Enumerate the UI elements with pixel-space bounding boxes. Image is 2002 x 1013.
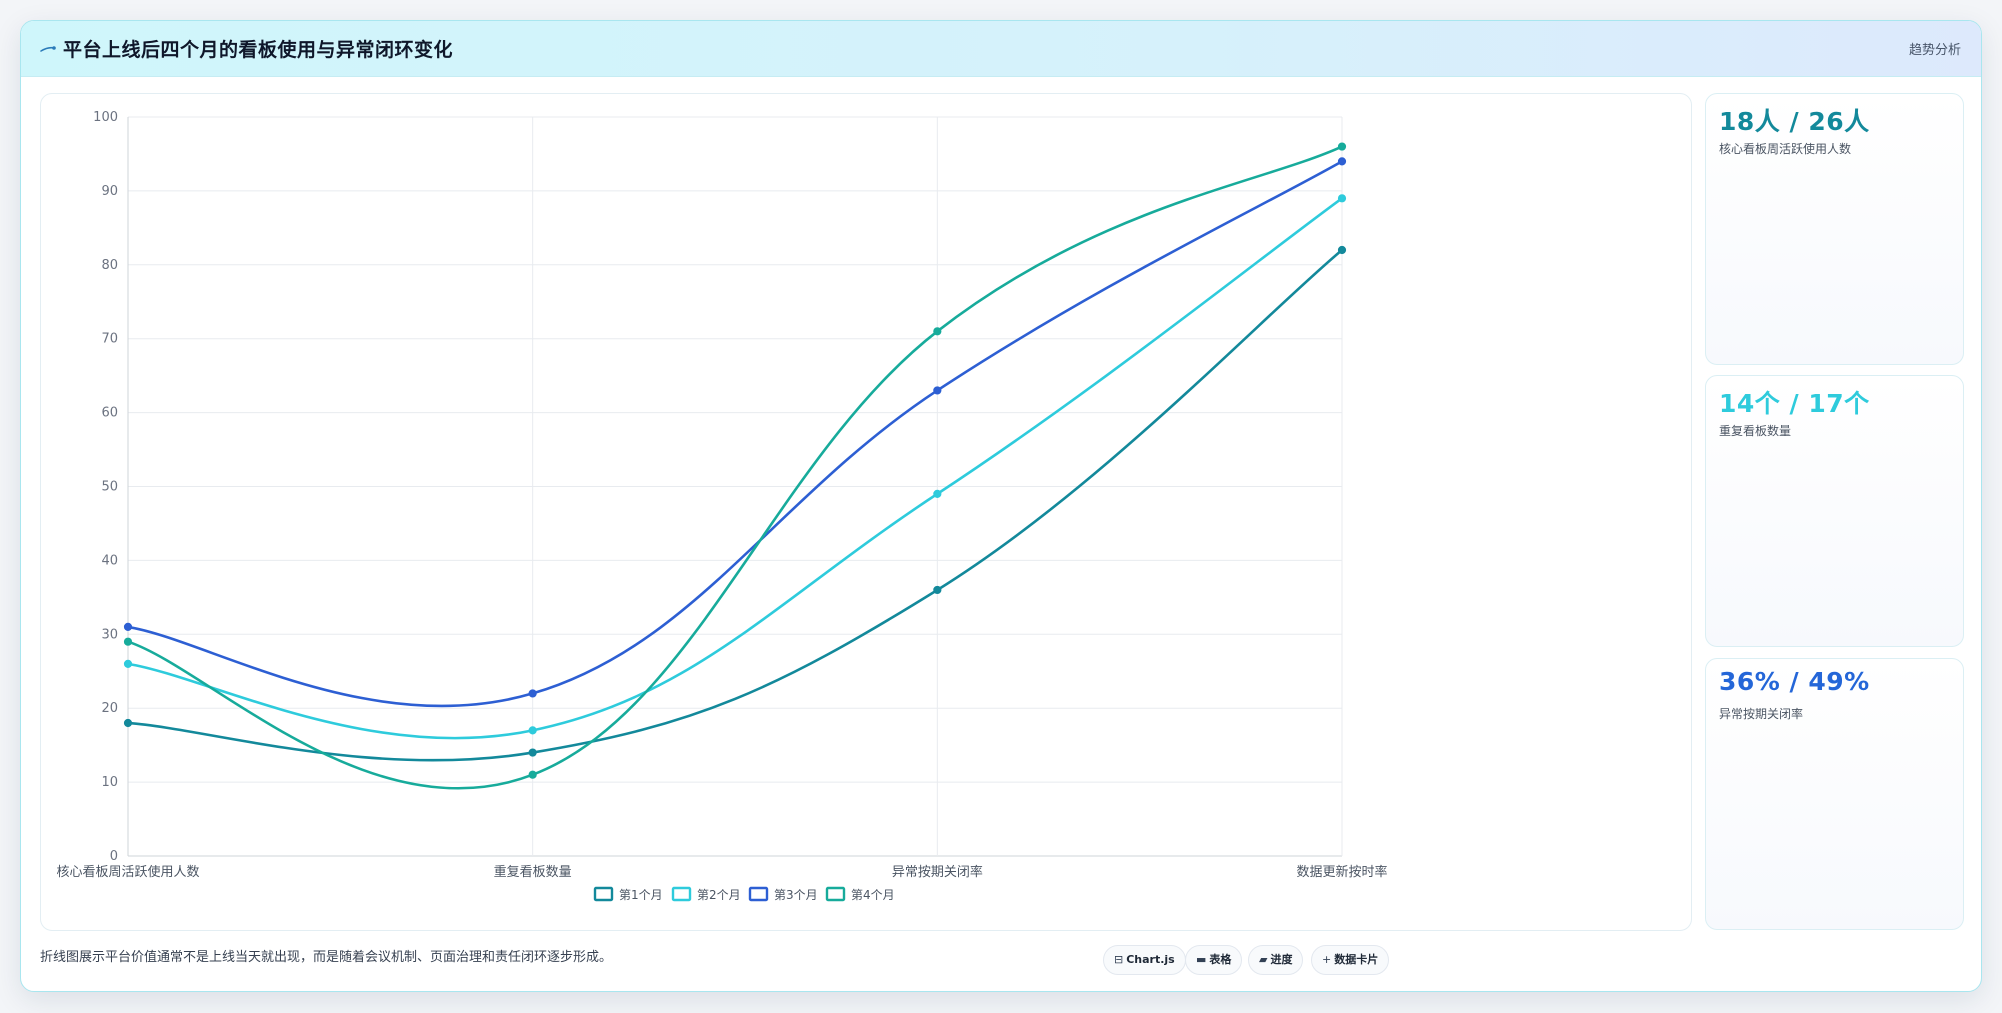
data-point [1337,245,1347,255]
legend-label: 第2个月 [697,888,741,902]
legend-swatch [748,886,769,902]
y-tick-label: 70 [101,332,118,347]
data-point [933,386,942,395]
x-tick-label: 数据更新按时率 [1296,864,1387,880]
y-tick-label: 80 [101,258,118,273]
chip-label: 数据卡片 [1334,953,1379,966]
legend-swatch [671,886,692,902]
data-point [123,659,133,668]
table-icon: ▬ [1196,953,1207,966]
legend-label: 第4个月 [851,888,895,902]
legend-label: 第3个月 [774,888,818,902]
data-point [1337,157,1347,166]
page-title: 平台上线后四个月的看板使用与异常闭环变化 [63,39,454,61]
card-header: 平台上线后四个月的看板使用与异常闭环变化 趋势分析 [21,21,1981,77]
chip-progress[interactable]: ▰ 进度 [1248,945,1304,975]
x-tick-label: 异常按期关闭率 [892,864,983,880]
data-point [933,585,942,595]
y-tick-label: 100 [93,110,118,125]
data-point [933,327,942,336]
series-line-2 [127,197,1343,740]
trend-analysis-tag: 趋势分析 [1908,43,1961,58]
legend-swatch [825,886,846,902]
y-tick-label: 40 [101,553,118,568]
series-line-3 [127,160,1343,708]
chip-data-card[interactable]: + 数据卡片 [1311,945,1390,975]
y-tick-label: 30 [101,627,118,642]
y-tick-label: 50 [101,480,118,495]
data-point [528,770,537,779]
stat-card-close-rate: 36% / 49% 异常按期关闭率 [1705,658,1964,930]
stat-label: 异常按期关闭率 [1719,707,1804,721]
dashboard-card: 平台上线后四个月的看板使用与异常闭环变化 趋势分析 0 10 20 30 40 50 60 7… [20,20,1982,992]
x-tick-label: 重复看板数量 [494,864,572,880]
stat-card-duplicate-boards: 14个 / 17个 重复看板数量 [1705,375,1964,647]
data-point [1337,142,1347,151]
chip-table[interactable]: ▬ 表格 [1185,945,1243,975]
data-point [933,489,942,498]
y-tick-label: 60 [101,406,118,421]
line-chart: 0 10 20 30 40 50 60 70 80 90 100 核心看板周活跃使用人数 重复看板数量 异… [56,110,1387,902]
progress-icon: ▰ [1259,953,1268,966]
stat-card-active-users: 18人 / 26人 核心看板周活跃使用人数 [1705,93,1964,365]
legend-label: 第1个月 [619,888,663,902]
data-point [123,637,133,646]
y-tick-label: 20 [101,701,118,716]
stat-label: 核心看板周活跃使用人数 [1719,142,1852,156]
chip-chartjs[interactable]: ⊟ Chart.js [1103,945,1186,975]
y-tick-label: 0 [110,849,118,864]
data-point [528,748,537,757]
chip-label: 表格 [1209,953,1232,966]
chart-caption: 折线图展示平台价值通常不是上线当天就出现，而是随着会议机制、页面治理和责任闭环逐… [40,950,613,965]
plus-icon: + [1322,953,1332,966]
stat-value: 18人 / 26人 [1719,107,1870,136]
data-point [528,689,537,698]
chart-icon: ⊟ [1114,953,1124,966]
x-tick-label: 核心看板周活跃使用人数 [56,864,199,880]
series-line-4 [127,145,1343,790]
data-point [1337,194,1347,203]
chip-label: 进度 [1270,953,1293,966]
chip-label: Chart.js [1126,953,1175,966]
y-tick-label: 90 [101,184,118,199]
series-line-1 [127,249,1343,762]
stat-value: 14个 / 17个 [1719,389,1870,418]
data-point [528,726,537,735]
stat-value: 36% / 49% [1719,667,1870,696]
legend-swatch [593,886,614,902]
data-point [123,622,133,632]
line-chart-panel: 0 10 20 30 40 50 60 70 80 90 100 核心看板周活跃使用人数 重复看板数量 异… [40,93,1692,931]
comet-icon [40,46,56,52]
data-point [123,718,133,728]
stat-label: 重复看板数量 [1719,424,1792,438]
y-tick-label: 10 [101,775,118,790]
